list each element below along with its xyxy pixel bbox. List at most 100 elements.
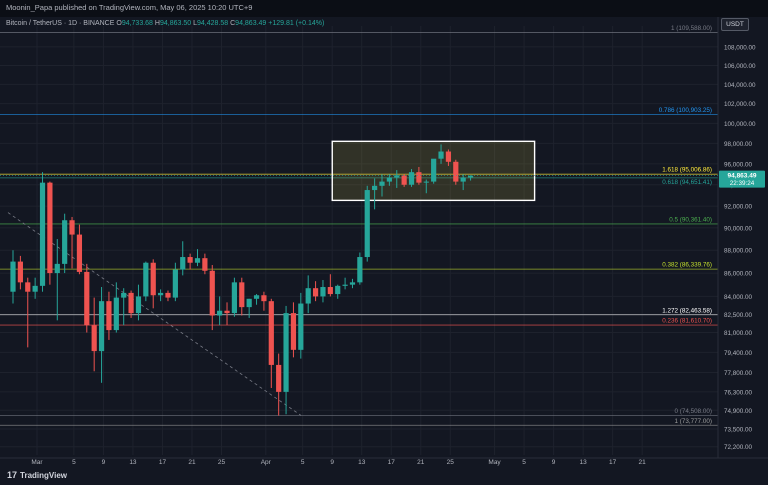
candle-body-up	[10, 261, 16, 292]
fib-level-label: 0.618 (94,651.41)	[662, 179, 712, 186]
candle-body-down	[312, 288, 319, 297]
time-axis-label: 13	[580, 459, 588, 466]
candle-body-down	[327, 287, 333, 295]
time-axis-label: 9	[102, 459, 106, 466]
fib-levels	[0, 32, 718, 426]
candle-body-down	[239, 282, 245, 308]
price-axis-label: 86,000.00	[724, 271, 753, 278]
candle-body-up	[431, 158, 437, 182]
candle-body-down	[445, 151, 452, 162]
fib-level-label: 0 (74,508.00)	[675, 408, 712, 415]
price-axis-label: 72,200.00	[724, 444, 753, 451]
candle-body-up	[180, 257, 186, 270]
candle-body-up	[231, 282, 237, 314]
price-axis-label: 108,000.00	[724, 44, 756, 51]
price-axis-label: 82,500.00	[724, 312, 753, 319]
candle-body-up	[172, 269, 178, 298]
time-axis-label: 9	[552, 459, 556, 466]
price-axis-label: 106,000.00	[724, 63, 756, 70]
price-axis-label: 104,000.00	[724, 82, 756, 89]
price-axis-label: 100,000.00	[724, 121, 756, 128]
time-axis-label: 9	[330, 459, 334, 466]
time-axis[interactable]: Mar 5 9 13 17 21 25 Apr 5 9 13 17 21 25 May 5 9 13 17 21	[31, 459, 646, 466]
time-axis-label: 17	[609, 459, 617, 466]
time-axis-label: 25	[218, 459, 226, 466]
time-axis-label: 5	[301, 459, 305, 466]
candle-body-up	[379, 181, 385, 186]
candle-body-down	[150, 262, 156, 296]
time-axis-label: May	[488, 459, 501, 466]
high-label: H	[154, 20, 160, 27]
candle-body-up	[217, 310, 223, 316]
candle-body-down	[290, 313, 297, 350]
candle-body-up	[54, 263, 60, 274]
candle-body-down	[91, 325, 97, 352]
candle-body-down	[128, 292, 134, 314]
time-axis-label: 21	[639, 459, 647, 466]
symbol-title[interactable]: Bitcoin / TetherUS · 1D · BINANCE	[6, 20, 115, 27]
current-price-value: 94,863.49	[728, 173, 757, 180]
change-value: +129.81 (+0.14%)	[268, 20, 325, 27]
candle-body-up	[423, 181, 429, 183]
candle-body-down	[416, 172, 422, 183]
time-axis-label: 5	[522, 459, 526, 466]
candle-body-up	[253, 295, 260, 299]
price-axis-label: 77,800.00	[724, 370, 753, 377]
candle-body-up	[62, 220, 68, 264]
candle-body-up	[320, 287, 326, 297]
candle-body-up	[460, 177, 466, 182]
time-axis-label: 17	[159, 459, 167, 466]
candle-body-up	[335, 285, 341, 295]
fib-level-label: 1 (109,588.00)	[671, 25, 712, 32]
candle-body-up	[357, 257, 363, 283]
candle-body-up	[386, 177, 392, 182]
high-value: 94,863.50	[159, 20, 192, 27]
tradingview-logo-text: TradingView	[20, 471, 67, 480]
candle-body-down	[47, 182, 53, 274]
tradingview-logo[interactable]: 17 TradingView	[7, 470, 67, 480]
fib-level-label: 0.236 (81,610.70)	[662, 318, 712, 325]
time-axis-label: 13	[129, 459, 137, 466]
candle-body-down	[76, 234, 83, 272]
candle-body-down	[276, 364, 282, 392]
candle-body-up	[113, 297, 119, 331]
price-axis-label: 96,000.00	[724, 161, 753, 168]
publish-text: Moonin_Papa published on TradingView.com…	[6, 3, 253, 12]
top-bar: Moonin_Papa published on TradingView.com…	[0, 0, 768, 17]
open-value: 94,733.68	[121, 20, 153, 27]
price-axis-label: 73,500.00	[724, 426, 753, 433]
candle-body-up	[143, 262, 149, 297]
fib-level-label: 0.786 (100,903.25)	[659, 107, 712, 114]
low-value: 94,428.58	[197, 20, 229, 27]
candle-body-up	[349, 282, 356, 285]
low-label: L	[193, 20, 197, 27]
fib-level-label: 0.5 (90,361.40)	[669, 216, 712, 223]
candle-body-down	[268, 301, 274, 365]
candle-body-up	[39, 182, 46, 286]
price-axis[interactable]: 108,000.00 106,000.00 104,000.00 102,000.00…	[0, 17, 768, 459]
price-axis-label: 102,000.00	[724, 101, 756, 108]
ohlc-legend: Bitcoin / TetherUS · 1D · BINANCE O94,73…	[6, 20, 324, 27]
candles	[10, 144, 474, 416]
price-chart[interactable]: 1 (109,588.00) 0.786 (100,903.25) 1.618 (9…	[0, 17, 768, 467]
currency-badge[interactable]: USDT	[721, 18, 749, 31]
candle-body-up	[394, 175, 400, 178]
price-axis-label: 84,000.00	[724, 294, 753, 301]
time-axis-label: Apr	[261, 459, 272, 466]
current-price-tag	[719, 170, 765, 188]
time-axis-label: 25	[447, 459, 455, 466]
time-axis-label: 17	[388, 459, 396, 466]
candle-body-down	[224, 310, 230, 314]
candle-body-down	[202, 258, 208, 271]
candle-body-up	[408, 172, 415, 185]
candle-body-down	[84, 271, 90, 326]
candle-body-down	[453, 161, 459, 182]
fib-level-label: 1.618 (95,006.86)	[662, 167, 712, 174]
candle-body-up	[298, 303, 304, 350]
candle-body-up	[135, 296, 142, 314]
candle-body-up	[364, 190, 370, 258]
time-axis-label: 21	[417, 459, 425, 466]
price-axis-label: 92,000.00	[724, 204, 753, 211]
tradingview-logo-icon: 17	[7, 470, 18, 480]
price-axis-label: 79,400.00	[724, 350, 753, 357]
